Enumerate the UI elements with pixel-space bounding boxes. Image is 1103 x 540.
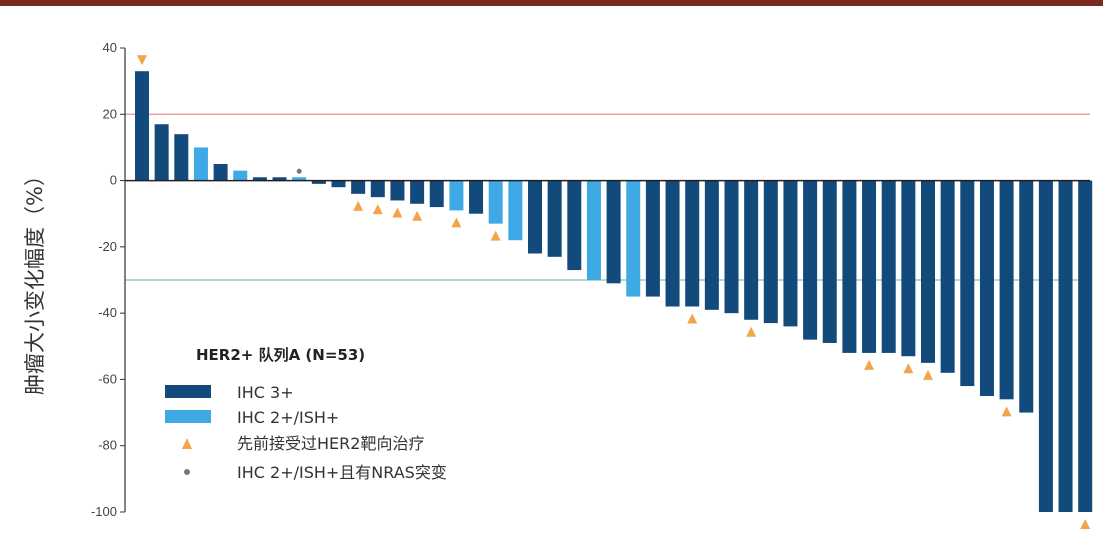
bar [685,180,700,307]
bar [311,180,326,184]
legend-swatch [165,410,211,423]
y-tick-label: 40 [103,40,117,55]
bars [135,71,1093,513]
legend-triangle-icon [182,438,192,449]
bar [469,180,484,214]
prior-therapy-marker [392,207,403,218]
bar [567,180,582,271]
legend-title: HER2+ 队列A (N=53) [196,346,365,364]
bar [429,180,444,208]
bar [842,180,857,353]
y-tick-label: -80 [98,438,117,453]
prior-therapy-marker [451,217,462,228]
prior-therapy-marker [490,230,501,241]
bar [665,180,680,307]
bar [940,180,955,373]
prior-therapy-marker [923,369,933,380]
bar [999,180,1014,400]
prior-therapy-marker [864,359,875,370]
bar [252,177,267,181]
legend: HER2+ 队列A (N=53) IHC 3+ IHC 2+/ISH+ 先前接受过H… [165,346,447,482]
prior-therapy-marker [412,210,423,221]
bar [193,147,208,181]
prior-therapy-marker [687,313,698,324]
bar [803,180,818,340]
bar [744,180,759,320]
bar [272,177,287,181]
bar [626,180,641,297]
bar [390,180,405,201]
bar [1058,180,1073,513]
bar [410,180,425,204]
bar [1038,180,1053,513]
legend-label: IHC 2+/ISH+且有NRAS突变 [237,463,447,482]
bar [528,180,542,254]
bar [1019,180,1034,413]
bar [331,180,346,188]
y-tick-label: -20 [98,239,117,254]
bar [508,180,523,241]
legend-label: 先前接受过HER2靶向治疗 [237,434,424,453]
bar [292,177,307,181]
legend-label: IHC 3+ [237,383,294,402]
top-border-rule [0,0,1103,6]
bar [488,180,503,224]
y-tick-label: -100 [91,504,117,519]
markers [137,55,1091,529]
bar [862,180,877,353]
legend-label: IHC 2+/ISH+ [237,408,339,427]
prior-therapy-marker [137,55,147,66]
bar [213,164,228,181]
bar [370,180,385,198]
prior-therapy-marker [1001,406,1012,417]
bar [704,180,719,310]
bar [135,71,149,181]
bar [154,124,169,181]
prior-therapy-marker [903,363,914,374]
bar [174,134,189,181]
bar [606,180,621,284]
bar [645,180,660,297]
bar [351,180,366,194]
nras-mutation-marker [296,168,302,174]
bar [881,180,896,353]
legend-dot-icon [184,469,190,475]
y-tick-label: 20 [103,106,117,121]
bar [449,180,464,211]
bar [1078,180,1093,513]
bar [921,180,935,363]
bar [979,180,994,396]
bar [901,180,916,357]
bar [586,180,601,280]
prior-therapy-marker [1080,519,1091,529]
prior-therapy-marker [372,204,383,215]
y-axis-ticks: 40 20 0 -20 -40 -60 -80 -100 [91,40,125,519]
bar [822,180,837,343]
y-tick-label: -60 [98,371,117,386]
prior-therapy-marker [746,326,757,337]
y-axis-label: 肿瘤大小变化幅度（%） [23,165,47,395]
prior-therapy-marker [353,200,364,211]
y-tick-label: -40 [98,305,117,320]
y-tick-label: 0 [110,173,117,188]
bar [763,180,778,324]
bar [547,180,562,257]
bar [783,180,798,327]
bar [724,180,739,314]
bar [960,180,975,387]
bar [233,170,248,181]
legend-swatch [165,385,211,398]
